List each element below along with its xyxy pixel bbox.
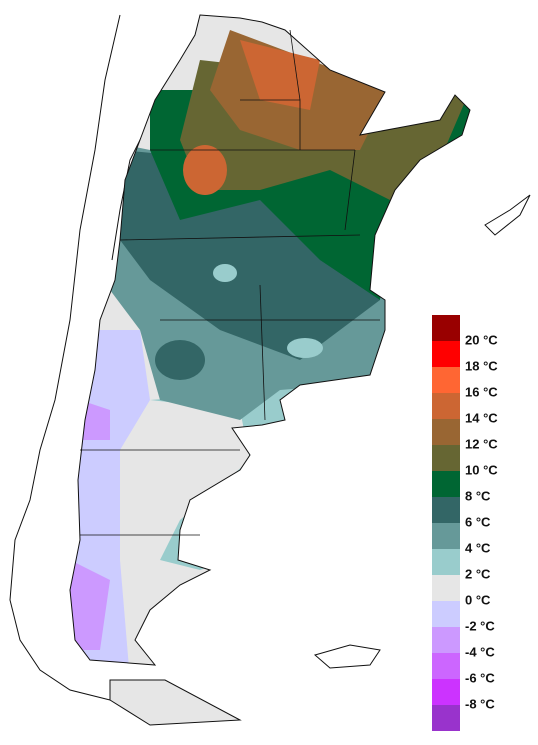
legend-swatch [432,419,460,445]
legend-label: 12 °C [465,436,498,451]
legend-label: 20 °C [465,332,498,347]
legend-label: 14 °C [465,410,498,425]
legend-label: -8 °C [465,696,495,711]
legend-swatch [432,705,460,731]
legend-swatch [432,601,460,627]
legend-swatch [432,497,460,523]
province-borders [80,29,380,536]
legend-label: 2 °C [465,566,491,581]
legend-swatch [432,627,460,653]
legend-swatch [432,523,460,549]
legend-label: -4 °C [465,644,495,659]
islands [313,644,381,669]
tierra-del-fuego [109,679,242,726]
legend-swatch [432,679,460,705]
legend-label: 6 °C [465,514,491,529]
legend-swatch [432,315,460,341]
legend-label: 16 °C [465,384,498,399]
legend: 20 °C 18 °C 16 °C 14 °C 12 °C 10 °C 8 °C 6 °C 4 … [432,315,498,731]
legend-label: 18 °C [465,358,498,373]
legend-swatch [432,367,460,393]
legend-swatch [432,445,460,471]
legend-label: 0 °C [465,592,491,607]
legend-label: 4 °C [465,540,491,555]
legend-swatch [432,575,460,601]
legend-label: -6 °C [465,670,495,685]
legend-swatch [432,393,460,419]
country-outline [69,14,471,666]
legend-swatch [432,471,460,497]
uruguay-coast [484,194,531,236]
legend-label: 10 °C [465,462,498,477]
legend-swatch [432,549,460,575]
legend-swatch [432,341,460,367]
legend-label: 8 °C [465,488,491,503]
legend-label: -2 °C [465,618,495,633]
legend-swatch [432,653,460,679]
